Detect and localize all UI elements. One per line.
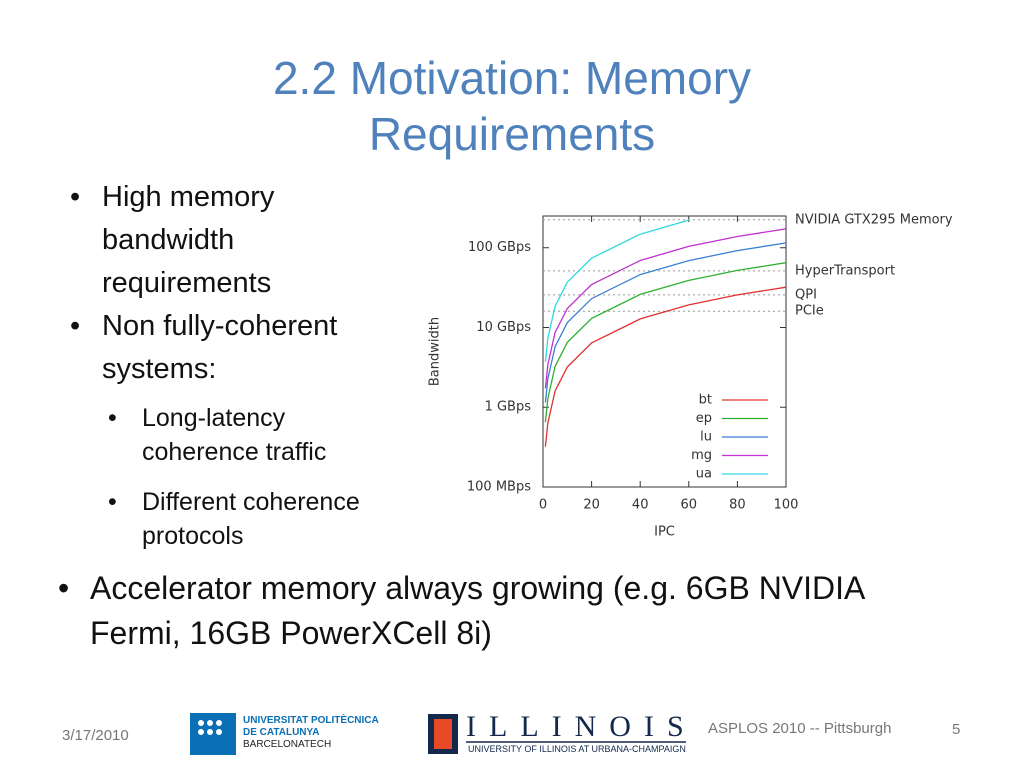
reference-label: NVIDIA GTX295 Memory: [795, 212, 953, 227]
legend-label: lu: [700, 430, 712, 445]
y-axis-label: Bandwidth: [428, 317, 443, 386]
legend-label: mg: [691, 448, 712, 463]
y-tick-label: 100 MBps: [467, 480, 531, 495]
legend-label: bt: [699, 393, 712, 408]
bullet-list: High memory bandwidth requirements Non f…: [68, 176, 378, 569]
y-tick-label: 10 GBps: [476, 320, 531, 335]
x-tick-label: 80: [729, 498, 746, 513]
plot-area: [543, 219, 786, 447]
reference-label: QPI: [795, 287, 817, 302]
slide-title: 2.2 Motivation: Memory Requirements: [112, 50, 912, 162]
upc-logo: [190, 713, 236, 755]
upc-line: UNIVERSITAT POLITÈCNICA: [243, 715, 379, 726]
upc-name: UNIVERSITAT POLITÈCNICA DE CATALUNYA BAR…: [243, 715, 379, 751]
series-line: [544, 228, 786, 389]
title-line: Requirements: [368, 108, 656, 160]
reference-label: HyperTransport: [795, 263, 895, 278]
y-tick-label: 100 GBps: [468, 240, 531, 255]
legend-label: ua: [696, 467, 712, 482]
x-tick-label: 20: [583, 498, 600, 513]
upc-line: DE CATALUNYA: [243, 727, 320, 738]
title-line: 2.2 Motivation: Memory: [272, 52, 752, 104]
reference-label: PCIe: [795, 304, 824, 319]
x-axis-label: IPC: [654, 525, 675, 540]
bullet: Accelerator memory always growing (e.g. …: [56, 566, 916, 656]
x-tick-label: 100: [774, 498, 799, 513]
footer-date: 3/17/2010: [62, 727, 129, 744]
illinois-sub: UNIVERSITY OF ILLINOIS AT URBANA-CHAMPAI…: [468, 744, 686, 754]
bullet-list: Accelerator memory always growing (e.g. …: [56, 566, 916, 656]
legend-label: ep: [696, 411, 712, 426]
bullet-text: Non fully-coherent systems:: [102, 310, 338, 385]
illinois-word: ILLINOIS: [466, 710, 697, 743]
series-line: [544, 242, 786, 403]
illinois-logo: [428, 714, 686, 754]
upc-line: BARCELONATECH: [243, 739, 332, 750]
footer-event: ASPLOS 2010 -- Pittsburgh: [708, 720, 892, 737]
x-tick-label: 40: [632, 498, 649, 513]
x-tick-label: 60: [681, 498, 698, 513]
sub-bullet: Long-latency coherence traffic: [102, 401, 378, 469]
bullet: High memory bandwidth requirements: [68, 176, 378, 305]
sub-bullet-list: Long-latency coherence traffic Different…: [102, 401, 378, 553]
y-tick-label: 1 GBps: [485, 400, 532, 415]
series-line: [544, 286, 786, 447]
series-line: [544, 262, 786, 423]
bullet: Non fully-coherent systems: Long-latency…: [68, 305, 378, 553]
sub-bullet: Different coherence protocols: [102, 485, 378, 553]
series-line: [544, 219, 689, 362]
x-tick-label: 0: [539, 498, 547, 513]
plot-frame: [542, 215, 787, 488]
page-number: 5: [952, 721, 961, 738]
